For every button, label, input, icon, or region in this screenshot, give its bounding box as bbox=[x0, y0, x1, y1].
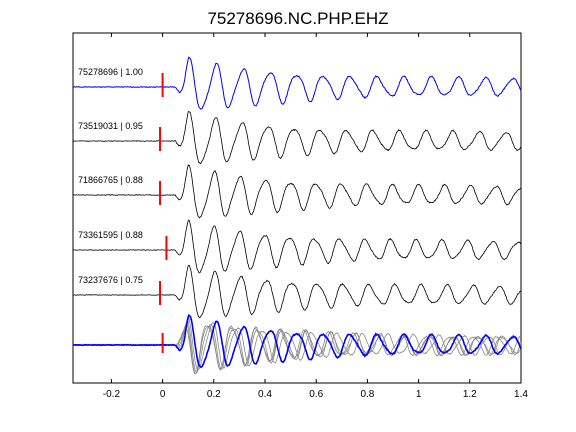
trace-line-75278696 bbox=[72, 56, 522, 110]
stack-group bbox=[72, 313, 522, 375]
trace-label-75278696: 75278696 | 1.00 bbox=[78, 67, 143, 77]
traces-group: 75278696 | 1.00 73519031 | 0.95 71866765 |… bbox=[72, 56, 522, 319]
trace-line-73237676 bbox=[72, 264, 522, 319]
x-tick-label: 0 bbox=[160, 389, 166, 400]
stack-template-line bbox=[72, 313, 522, 369]
trace-label-73361595: 73361595 | 0.88 bbox=[78, 230, 143, 240]
trace-line-73361595 bbox=[72, 219, 522, 274]
plot-frame bbox=[72, 32, 522, 384]
x-tick-label: 0.6 bbox=[309, 389, 323, 400]
trace-label-73519031: 73519031 | 0.95 bbox=[78, 121, 143, 131]
trace-label-73237676: 73237676 | 0.75 bbox=[78, 275, 143, 285]
trace-line-73519031 bbox=[72, 110, 522, 165]
stack-line-73361595 bbox=[72, 324, 522, 375]
x-axis: -0.2 0 0.2 0.4 0.6 0.8 1 1.2 1.4 bbox=[103, 33, 528, 400]
x-tick-label: -0.2 bbox=[103, 389, 121, 400]
stack-line-71866765 bbox=[72, 320, 522, 373]
x-tick-label: 1.4 bbox=[514, 389, 528, 400]
chart-title: 75278696.NC.PHP.EHZ bbox=[207, 9, 388, 28]
trace-line-71866765 bbox=[72, 164, 522, 219]
trace-label-71866765: 71866765 | 0.88 bbox=[78, 175, 143, 185]
x-tick-label: 1.2 bbox=[463, 389, 477, 400]
x-tick-label: 0.2 bbox=[207, 389, 221, 400]
x-tick-label: 1 bbox=[416, 389, 422, 400]
x-tick-label: 0.4 bbox=[258, 389, 272, 400]
x-tick-label: 0.8 bbox=[360, 389, 374, 400]
